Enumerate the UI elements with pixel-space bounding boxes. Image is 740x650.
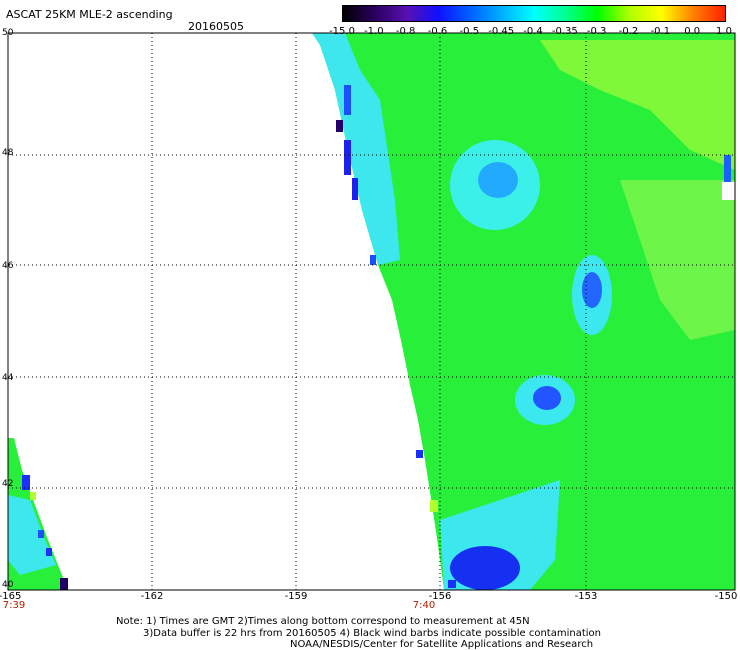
edge-pixel: [46, 548, 52, 556]
edge-pixel: [416, 450, 423, 458]
color-bar-tick-label: -1.0: [364, 26, 384, 37]
lon-label--165: -165: [0, 591, 22, 602]
lat-label-42: 42: [2, 479, 14, 489]
color-bar-tick-label: -0.2: [618, 26, 639, 37]
color-bar-tick-label: 0.0: [684, 26, 701, 37]
color-bar: [342, 5, 726, 22]
edge-pixel: [344, 140, 351, 175]
lat-label-48: 48: [2, 148, 14, 158]
note-line-3: NOAA/NESDIS/Center for Satellite Applica…: [290, 639, 594, 650]
note-line-2: 3)Data buffer is 22 hrs from 20160505 4)…: [143, 628, 601, 639]
color-bar-tick-label: -0.5: [459, 26, 480, 37]
map-date: 20160505: [188, 20, 244, 33]
edge-pixel: [344, 85, 351, 115]
edge-pixel: [724, 155, 731, 185]
edge-gap: [722, 182, 735, 200]
edge-pixel: [448, 580, 456, 588]
lat-label-40: 40: [2, 580, 14, 590]
map-title: ASCAT 25KM MLE-2 ascending: [6, 8, 173, 21]
edge-pixel: [30, 492, 36, 500]
edge-pixel: [38, 530, 44, 538]
swath-lightgreen-patch-2: [620, 180, 735, 340]
edge-pixel: [430, 500, 438, 512]
blue-south-core: [450, 546, 520, 590]
swath-lightgreen-patch: [540, 40, 735, 170]
color-bar-tick-label: -0.45: [488, 26, 515, 37]
lon-label--153: -153: [574, 591, 598, 602]
color-bar-tick-label: -0.35: [551, 26, 578, 37]
color-bar-tick-label: -0.8: [395, 26, 416, 37]
lon-label--162: -162: [140, 591, 164, 602]
cyan-eddy-2-core: [582, 272, 602, 308]
swath-left: [8, 438, 68, 590]
color-bar-tick-label: -0.3: [586, 26, 607, 37]
swath-main: [312, 33, 735, 590]
lat-label-44: 44: [2, 373, 14, 383]
lon-label--159: -159: [284, 591, 308, 602]
note-line-1: Note: 1) Times are GMT 2)Times along bot…: [116, 616, 530, 627]
plot-frame: [7, 32, 736, 591]
edge-pixel: [336, 120, 343, 132]
color-bar-tick-label: -0.4: [523, 26, 543, 37]
swath-left-cyan: [8, 495, 56, 575]
color-bar-tick-label: -0.6: [427, 26, 448, 37]
cyan-eddy-1-core: [478, 162, 518, 198]
swath-green-fill: [312, 33, 735, 590]
edge-pixel: [370, 255, 376, 265]
graticule: [8, 33, 735, 590]
color-bar-tick-label: 1.0: [716, 26, 732, 37]
lon-label--150: -150: [714, 591, 738, 602]
time-label-0740: 7:40: [412, 600, 436, 611]
cyan-edge-band: [312, 33, 400, 265]
color-bar-tick-label: -15.0: [329, 26, 355, 37]
lat-label-46: 46: [2, 261, 14, 271]
edge-pixel: [60, 578, 68, 590]
lat-label-50: 50: [2, 28, 14, 38]
color-bar-tick-label: -0.1: [650, 26, 671, 37]
lon-label--156: -156: [428, 591, 452, 602]
cyan-eddy-3-core: [533, 386, 561, 410]
edge-pixel: [352, 178, 358, 200]
edge-pixel: [22, 475, 30, 490]
time-label-0739: 7:39: [2, 600, 26, 611]
